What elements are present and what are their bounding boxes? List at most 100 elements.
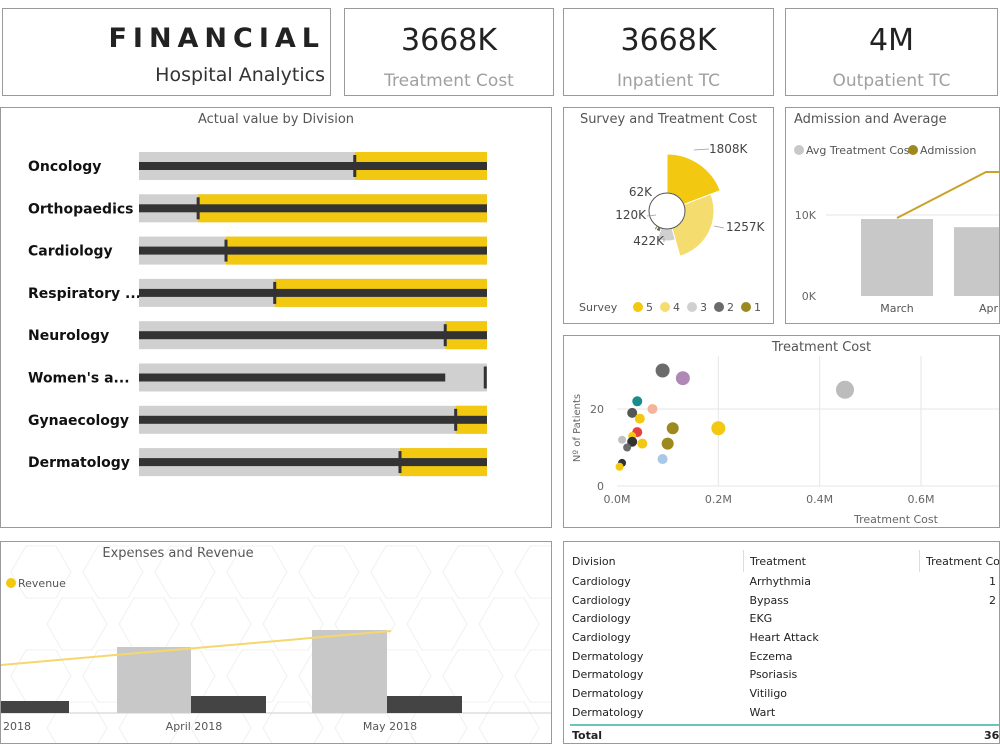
kpi-card-outpatient-tc[interactable]: 4M Outpatient TC — [785, 8, 998, 96]
division-value-bar[interactable] — [139, 288, 487, 297]
scatter-point[interactable] — [675, 371, 690, 386]
background-hexagon — [10, 649, 72, 703]
scatter-point[interactable] — [623, 443, 632, 452]
division-target-marker[interactable] — [443, 324, 447, 347]
division-label: Cardiology — [28, 244, 113, 260]
table-total-row: Total 36 — [570, 724, 1000, 743]
scatter-xlabel: Treatment Cost — [853, 513, 939, 526]
table-row[interactable]: Cardiology Arrhythmia 1 — [570, 572, 999, 591]
division-label: Gynaecology — [28, 413, 129, 429]
expenses-bar[interactable] — [191, 696, 266, 713]
background-hexagon — [82, 545, 144, 599]
scatter-point[interactable] — [632, 396, 643, 407]
background-hexagon — [370, 545, 432, 599]
treatment-table-panel[interactable]: Division Treatment Treatment Cost Cardio… — [563, 541, 1000, 744]
scatter-point[interactable] — [618, 435, 627, 444]
expenses-xtick: May 2018 — [363, 720, 417, 733]
division-target-marker[interactable] — [273, 281, 277, 304]
survey-chart[interactable]: 1808K 1257K 422K 120K 62K Survey 5 4 3 2 1 — [564, 108, 773, 323]
table-cell-treatment: Wart — [749, 705, 776, 719]
table-cell-treatment: Vitiligo — [749, 686, 788, 700]
division-target-marker[interactable] — [483, 366, 487, 389]
table-cell-treatment-cost — [920, 628, 1000, 647]
scatter-point[interactable] — [647, 404, 658, 414]
survey-chart-panel[interactable]: Survey and Treatment Cost 1808K 1257K 422K… — [563, 107, 774, 324]
scatter-point[interactable] — [657, 454, 668, 465]
division-value-bar[interactable] — [139, 373, 446, 382]
bullet-chart-panel[interactable]: Actual value by Division Oncology Orthopa… — [0, 107, 552, 528]
table-row[interactable]: Cardiology EKG — [570, 609, 1000, 628]
scatter-chart[interactable]: 0.0M 0.2M 0.4M 0.6M 0 20 Treatment Cost Nº of P… — [564, 336, 999, 527]
division-value-bar[interactable] — [139, 204, 487, 213]
division-value-bar[interactable] — [139, 331, 487, 340]
scatter-point[interactable] — [615, 462, 624, 471]
survey-data-label: 1257K — [726, 220, 766, 234]
admission-chart-panel[interactable]: Admission and Average Avg Treatment Cost… — [785, 107, 1000, 324]
revenue-bar[interactable] — [117, 647, 191, 713]
survey-legend-dot — [714, 302, 724, 312]
column-header-treatment[interactable]: Treatment — [743, 550, 920, 572]
kpi-card-inpatient-tc[interactable]: 3668K Inpatient TC — [563, 8, 774, 96]
kpi-card-treatment-cost[interactable]: 3668K Treatment Cost — [344, 8, 554, 96]
scatter-point[interactable] — [627, 436, 638, 447]
table-cell-treatment: Bypass — [749, 593, 789, 607]
total-value: 36 — [984, 729, 1000, 742]
expenses-chart-panel[interactable]: Expenses and Revenue Revenue 2018 April 20… — [0, 541, 552, 744]
background-hexagon — [406, 597, 468, 651]
table-cell-treatment-cost — [920, 703, 1000, 722]
scatter-point[interactable] — [637, 438, 648, 449]
scatter-xtick: 0.2M — [705, 493, 732, 506]
expenses-bar[interactable] — [387, 696, 462, 713]
division-value-bar[interactable] — [139, 415, 487, 424]
admission-bar[interactable] — [954, 227, 999, 296]
admission-xtick: March — [880, 302, 914, 315]
division-target-marker[interactable] — [398, 451, 402, 474]
kpi-value: 3668K — [400, 23, 498, 58]
table-cell-treatment: Psoriasis — [749, 668, 798, 682]
table-row[interactable]: Dermatology Psoriasis — [570, 665, 999, 684]
division-value-bar[interactable] — [139, 458, 487, 467]
admission-legend-label: Admission — [920, 144, 976, 157]
treatment-table[interactable]: Division Treatment Treatment Cost Cardio… — [570, 550, 1000, 722]
table-row[interactable]: Cardiology Bypass 2 — [570, 591, 999, 610]
admission-legend-dot — [908, 145, 918, 155]
table-row[interactable]: Dermatology Vitiligo — [570, 684, 999, 703]
column-header-treatment-cost[interactable]: Treatment Cost — [926, 554, 1000, 568]
table-row[interactable]: Dermatology Wart — [570, 703, 1000, 722]
expenses-bar[interactable] — [1, 701, 69, 713]
background-hexagon — [226, 649, 288, 703]
scatter-point[interactable] — [666, 422, 679, 435]
kpi-label: Outpatient TC — [832, 71, 951, 91]
bullet-chart[interactable]: Oncology Orthopaedics Cardiology Respirator… — [1, 108, 551, 527]
background-hexagon — [514, 649, 551, 703]
scatter-point[interactable] — [711, 421, 726, 436]
division-target-marker[interactable] — [454, 408, 458, 431]
division-target-marker[interactable] — [196, 197, 200, 220]
division-value-bar[interactable] — [139, 246, 487, 255]
table-cell-treatment-cost — [920, 609, 1000, 628]
revenue-bar[interactable] — [312, 630, 387, 713]
survey-data-label: 62K — [629, 185, 653, 199]
admission-xtick: Apri — [979, 302, 999, 315]
admission-chart[interactable]: Avg Treatment Cost Admission 10K 0K March Apr… — [786, 108, 999, 323]
admission-line[interactable] — [896, 171, 999, 219]
division-label: Dermatology — [28, 455, 130, 471]
division-target-marker[interactable] — [353, 155, 357, 177]
column-header-division[interactable]: Division — [570, 550, 744, 572]
scatter-point[interactable] — [655, 363, 670, 378]
background-hexagon — [46, 597, 108, 651]
table-cell-division: Dermatology — [572, 705, 644, 719]
scatter-point[interactable] — [627, 407, 638, 418]
table-row[interactable]: Cardiology Heart Attack — [570, 628, 1000, 647]
admission-bar[interactable] — [861, 219, 933, 296]
scatter-point[interactable] — [634, 413, 645, 424]
division-target-marker[interactable] — [224, 239, 228, 262]
revenue-trend-line[interactable] — [1, 630, 392, 666]
division-value-bar[interactable] — [139, 162, 487, 170]
scatter-point[interactable] — [661, 437, 674, 450]
table-cell-treatment: Eczema — [749, 649, 793, 663]
scatter-point[interactable] — [836, 380, 854, 399]
scatter-chart-panel[interactable]: Treatment Cost 0.0M 0.2M 0.4M 0.6M 0 20 Treatm… — [563, 335, 1000, 528]
expenses-chart[interactable]: Revenue 2018 April 2018 May 2018 — [1, 542, 551, 743]
table-row[interactable]: Dermatology Eczema — [570, 647, 999, 666]
